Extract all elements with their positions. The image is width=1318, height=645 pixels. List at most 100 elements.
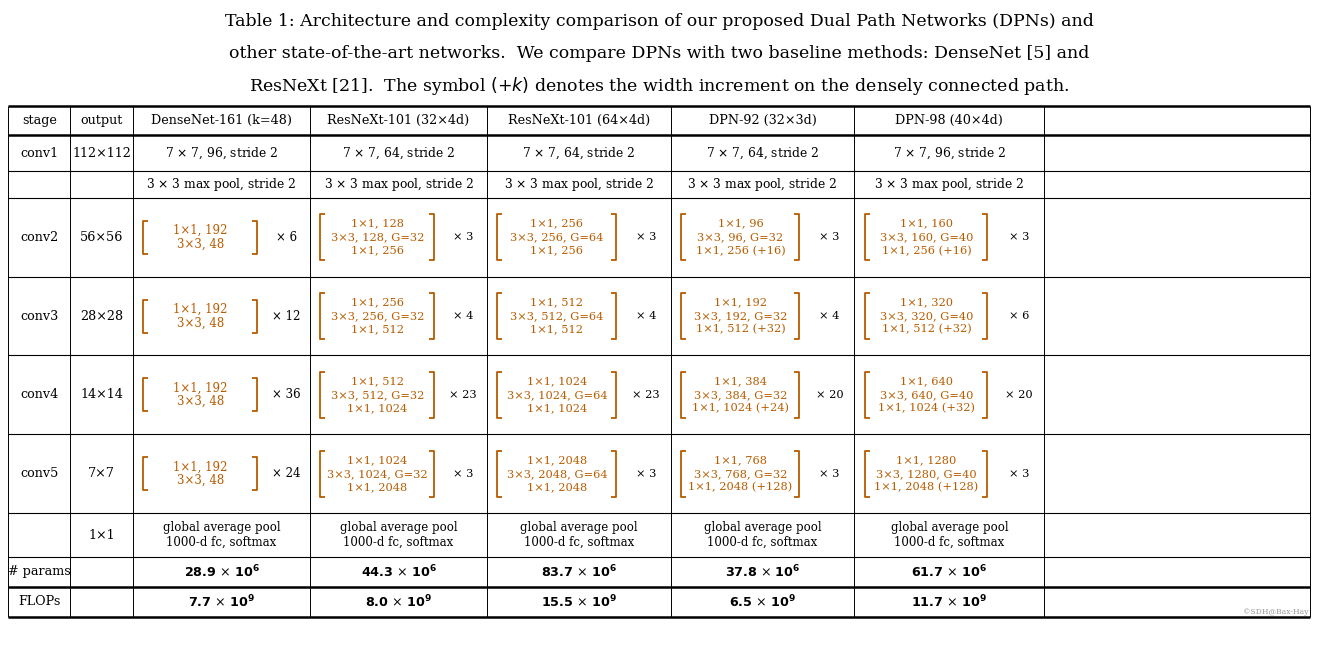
Text: 112×112: 112×112 xyxy=(72,146,132,160)
Text: × 3: × 3 xyxy=(453,469,473,479)
Text: 3×3, 1024, G=32: 3×3, 1024, G=32 xyxy=(327,469,427,479)
Text: ResNeXt-101 (64×4d): ResNeXt-101 (64×4d) xyxy=(507,114,650,127)
Text: × 4: × 4 xyxy=(820,311,840,321)
Text: 1×1, 256: 1×1, 256 xyxy=(530,246,584,255)
Text: 1×1, 256: 1×1, 256 xyxy=(351,297,403,308)
Text: 1×1, 384: 1×1, 384 xyxy=(714,377,767,386)
Text: $\mathbf{11.7}$ × $\mathbf{10^9}$: $\mathbf{11.7}$ × $\mathbf{10^9}$ xyxy=(912,593,987,610)
Text: 1×1, 256 (+16): 1×1, 256 (+16) xyxy=(696,245,786,256)
Text: 3×3, 48: 3×3, 48 xyxy=(177,237,224,250)
Text: global average pool
1000-d fc, softmax: global average pool 1000-d fc, softmax xyxy=(521,521,638,549)
Text: 1×1, 320: 1×1, 320 xyxy=(900,297,953,308)
Text: 1×1, 512: 1×1, 512 xyxy=(530,324,584,335)
Text: × 24: × 24 xyxy=(272,468,301,481)
Text: other state-of-the-art networks.  We compare DPNs with two baseline methods: Den: other state-of-the-art networks. We comp… xyxy=(229,46,1089,63)
Text: 1×1, 1024 (+24): 1×1, 1024 (+24) xyxy=(692,403,789,413)
Text: × 23: × 23 xyxy=(449,390,477,400)
Text: global average pool
1000-d fc, softmax: global average pool 1000-d fc, softmax xyxy=(891,521,1008,549)
Text: 1×1, 256: 1×1, 256 xyxy=(530,219,584,228)
Text: × 3: × 3 xyxy=(1008,469,1029,479)
Text: $\mathbf{44.3}$ × $\mathbf{10^6}$: $\mathbf{44.3}$ × $\mathbf{10^6}$ xyxy=(361,564,436,580)
Text: $\mathbf{61.7}$ × $\mathbf{10^6}$: $\mathbf{61.7}$ × $\mathbf{10^6}$ xyxy=(912,564,987,580)
Text: output: output xyxy=(80,114,123,127)
Text: 3 $\times$ 3 max pool, stride 2: 3 $\times$ 3 max pool, stride 2 xyxy=(503,175,654,193)
Text: 3×3, 48: 3×3, 48 xyxy=(177,316,224,329)
Text: 1×1, 2048: 1×1, 2048 xyxy=(527,482,587,492)
Text: 1×1, 640: 1×1, 640 xyxy=(900,377,953,386)
Text: global average pool
1000-d fc, softmax: global average pool 1000-d fc, softmax xyxy=(162,521,281,549)
Text: global average pool
1000-d fc, softmax: global average pool 1000-d fc, softmax xyxy=(704,521,821,549)
Text: ©SDH@Bax-Hay: ©SDH@Bax-Hay xyxy=(1243,608,1307,616)
Text: Table 1: Architecture and complexity comparison of our proposed Dual Path Networ: Table 1: Architecture and complexity com… xyxy=(224,14,1094,30)
Text: 3 $\times$ 3 max pool, stride 2: 3 $\times$ 3 max pool, stride 2 xyxy=(688,175,837,193)
Text: 1×1, 192: 1×1, 192 xyxy=(173,303,228,316)
Text: 3×3, 512, G=64: 3×3, 512, G=64 xyxy=(510,311,604,321)
Text: 1×1, 1024: 1×1, 1024 xyxy=(347,403,407,413)
Text: 1×1, 2048 (+128): 1×1, 2048 (+128) xyxy=(874,482,979,493)
Text: DPN-98 (40×4d): DPN-98 (40×4d) xyxy=(895,114,1003,127)
Text: 3×3, 2048, G=64: 3×3, 2048, G=64 xyxy=(506,469,608,479)
Text: × 3: × 3 xyxy=(635,469,656,479)
Text: 1×1, 768: 1×1, 768 xyxy=(714,455,767,465)
Text: × 3: × 3 xyxy=(453,232,473,242)
Text: 3×3, 1024, G=64: 3×3, 1024, G=64 xyxy=(506,390,608,400)
Text: 1×1, 256: 1×1, 256 xyxy=(351,246,403,255)
Text: 1×1, 2048 (+128): 1×1, 2048 (+128) xyxy=(688,482,792,493)
Text: 28×28: 28×28 xyxy=(80,310,124,322)
Text: 1×1, 1024 (+32): 1×1, 1024 (+32) xyxy=(878,403,975,413)
Text: 3×3, 48: 3×3, 48 xyxy=(177,395,224,408)
Text: conv1: conv1 xyxy=(20,146,58,160)
Text: × 3: × 3 xyxy=(1008,232,1029,242)
Text: 3×3, 160, G=40: 3×3, 160, G=40 xyxy=(880,232,973,242)
Text: 3×3, 768, G=32: 3×3, 768, G=32 xyxy=(693,469,787,479)
Text: 1×1, 512: 1×1, 512 xyxy=(351,377,403,386)
Text: 1×1: 1×1 xyxy=(88,528,115,542)
Text: 3×3, 384, G=32: 3×3, 384, G=32 xyxy=(693,390,787,400)
Text: conv3: conv3 xyxy=(20,310,58,322)
Text: 1×1, 256 (+16): 1×1, 256 (+16) xyxy=(882,245,971,256)
Text: 3×3, 256, G=32: 3×3, 256, G=32 xyxy=(331,311,424,321)
Text: × 4: × 4 xyxy=(453,311,473,321)
Text: $\mathbf{6.5}$ × $\mathbf{10^9}$: $\mathbf{6.5}$ × $\mathbf{10^9}$ xyxy=(729,593,796,610)
Text: × 23: × 23 xyxy=(633,390,660,400)
Text: stage: stage xyxy=(22,114,57,127)
Text: conv5: conv5 xyxy=(20,468,58,481)
Text: 7 $\times$ 7, 64, stride 2: 7 $\times$ 7, 64, stride 2 xyxy=(522,145,635,161)
Text: conv2: conv2 xyxy=(20,231,58,244)
Text: 1×1, 512 (+32): 1×1, 512 (+32) xyxy=(696,324,786,335)
Text: 1×1, 96: 1×1, 96 xyxy=(717,219,763,228)
Text: 1×1, 160: 1×1, 160 xyxy=(900,219,953,228)
Text: 1×1, 512: 1×1, 512 xyxy=(351,324,403,335)
Text: 7 $\times$ 7, 96, stride 2: 7 $\times$ 7, 96, stride 2 xyxy=(892,145,1006,161)
Text: 1×1, 192: 1×1, 192 xyxy=(714,297,767,308)
Text: 1×1, 1024: 1×1, 1024 xyxy=(527,403,587,413)
Text: 7 $\times$ 7, 64, stride 2: 7 $\times$ 7, 64, stride 2 xyxy=(706,145,820,161)
Text: $\mathbf{15.5}$ × $\mathbf{10^9}$: $\mathbf{15.5}$ × $\mathbf{10^9}$ xyxy=(540,593,617,610)
Text: × 36: × 36 xyxy=(272,388,301,401)
Text: 1×1, 2048: 1×1, 2048 xyxy=(347,482,407,492)
Text: × 6: × 6 xyxy=(275,231,297,244)
Text: 7×7: 7×7 xyxy=(88,468,115,481)
Text: 1×1, 192: 1×1, 192 xyxy=(173,382,228,395)
Text: $\mathbf{7.7}$ × $\mathbf{10^9}$: $\mathbf{7.7}$ × $\mathbf{10^9}$ xyxy=(188,593,254,610)
Text: DenseNet-161 (k=48): DenseNet-161 (k=48) xyxy=(152,114,293,127)
Text: 3×3, 1280, G=40: 3×3, 1280, G=40 xyxy=(876,469,977,479)
Text: 1×1, 192: 1×1, 192 xyxy=(173,461,228,473)
Text: 3×3, 256, G=64: 3×3, 256, G=64 xyxy=(510,232,604,242)
Text: 1×1, 128: 1×1, 128 xyxy=(351,219,403,228)
Text: 3×3, 128, G=32: 3×3, 128, G=32 xyxy=(331,232,424,242)
Text: 7 $\times$ 7, 96, stride 2: 7 $\times$ 7, 96, stride 2 xyxy=(165,145,278,161)
Text: 3×3, 640, G=40: 3×3, 640, G=40 xyxy=(880,390,973,400)
Text: 1×1, 2048: 1×1, 2048 xyxy=(527,455,587,465)
Text: global average pool
1000-d fc, softmax: global average pool 1000-d fc, softmax xyxy=(340,521,457,549)
Text: × 3: × 3 xyxy=(635,232,656,242)
Text: conv4: conv4 xyxy=(20,388,58,401)
Text: × 3: × 3 xyxy=(820,469,840,479)
Text: × 3: × 3 xyxy=(820,232,840,242)
Text: 1×1, 1280: 1×1, 1280 xyxy=(896,455,957,465)
Text: 1×1, 512: 1×1, 512 xyxy=(530,297,584,308)
Text: 1×1, 1024: 1×1, 1024 xyxy=(527,377,587,386)
Text: ResNeXt-101 (32×4d): ResNeXt-101 (32×4d) xyxy=(327,114,469,127)
Text: 3×3, 320, G=40: 3×3, 320, G=40 xyxy=(880,311,973,321)
Text: ResNeXt [21].  The symbol $(+k)$ denotes the width increment on the densely conn: ResNeXt [21]. The symbol $(+k)$ denotes … xyxy=(249,75,1069,97)
